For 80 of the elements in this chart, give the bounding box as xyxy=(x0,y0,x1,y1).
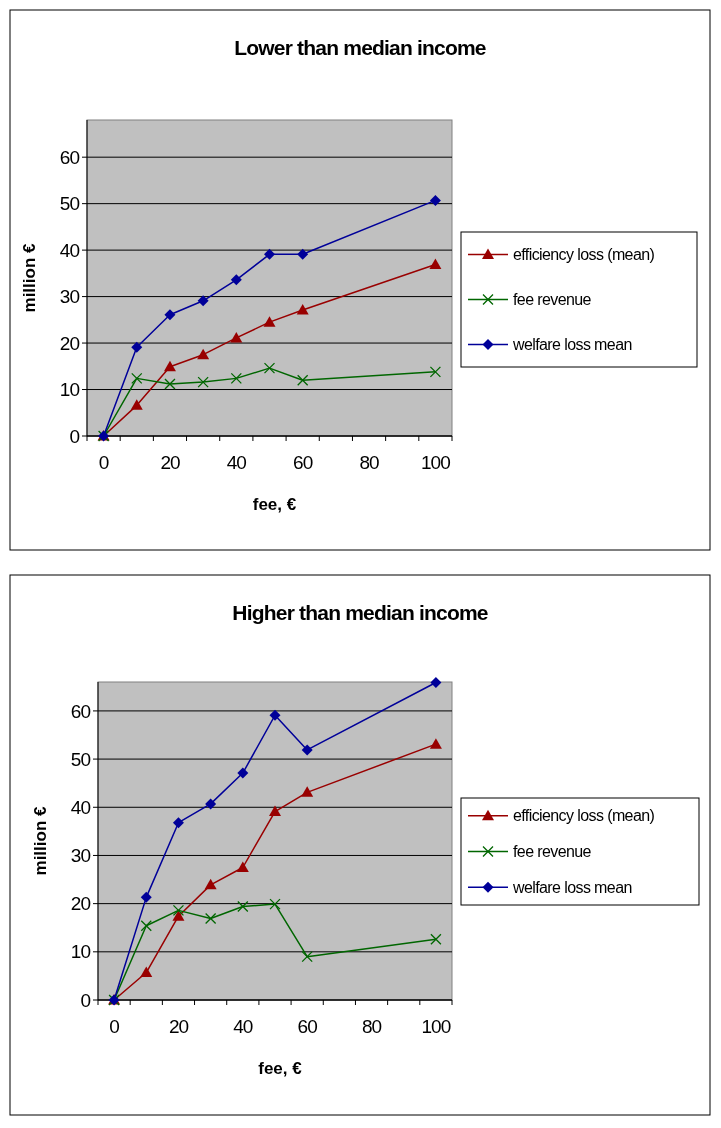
x-tick-label: 60 xyxy=(297,1016,318,1037)
point xyxy=(197,348,210,360)
point xyxy=(269,805,281,817)
x-tick-label: 20 xyxy=(168,1016,189,1037)
point xyxy=(301,744,313,756)
point xyxy=(130,399,143,410)
point xyxy=(230,331,243,343)
y-tick-label: 40 xyxy=(59,239,80,261)
point xyxy=(172,817,184,829)
y-tick-label: 10 xyxy=(70,941,91,963)
point xyxy=(297,248,309,260)
x-tick-label: 40 xyxy=(233,1016,253,1037)
point xyxy=(429,738,442,749)
point xyxy=(131,341,143,353)
point xyxy=(204,878,217,890)
x-tick-label: 60 xyxy=(293,452,313,473)
point xyxy=(301,786,314,797)
point xyxy=(140,966,153,978)
y-tick-label: 10 xyxy=(59,379,80,401)
point xyxy=(163,360,176,372)
x-tick-label: 80 xyxy=(359,452,380,473)
legend-label: efficiency loss (mean) xyxy=(513,807,655,825)
point xyxy=(269,709,281,721)
y-tick-label: 30 xyxy=(70,845,91,867)
point xyxy=(296,304,309,315)
point xyxy=(263,362,276,374)
legend-label: welfare loss mean xyxy=(512,336,632,354)
y-tick-label: 50 xyxy=(59,193,80,215)
legend-label: efficiency loss (mean) xyxy=(513,246,655,264)
point xyxy=(429,258,442,270)
point xyxy=(140,920,152,932)
legend-label: fee revenue xyxy=(513,291,592,309)
point xyxy=(430,933,442,945)
point xyxy=(301,950,313,963)
y-axis-title: million € xyxy=(31,805,50,876)
point xyxy=(297,374,309,386)
y-tick-label: 60 xyxy=(70,700,91,722)
legend-label: fee revenue xyxy=(513,843,592,861)
point xyxy=(204,912,217,925)
x-axis-title: fee, € xyxy=(258,1059,303,1078)
point xyxy=(269,898,281,910)
y-tick-label: 60 xyxy=(59,146,80,168)
point xyxy=(237,900,249,913)
y-tick-label: 40 xyxy=(70,796,91,818)
y-tick-label: 20 xyxy=(59,332,80,354)
point xyxy=(164,378,176,390)
point xyxy=(172,904,185,917)
point xyxy=(429,194,441,206)
y-axis-title: million € xyxy=(20,242,39,313)
x-tick-label: 0 xyxy=(109,1016,120,1037)
x-tick-label: 80 xyxy=(361,1016,382,1037)
point xyxy=(264,248,275,260)
point xyxy=(237,767,249,779)
y-tick-label: 20 xyxy=(70,893,91,915)
point xyxy=(230,274,242,286)
point xyxy=(429,366,442,378)
x-tick-label: 100 xyxy=(421,452,451,473)
point xyxy=(172,910,185,921)
y-tick-label: 30 xyxy=(59,286,80,308)
y-tick-label: 50 xyxy=(70,748,91,770)
y-tick-label: 0 xyxy=(69,425,80,447)
x-tick-label: 0 xyxy=(98,452,109,473)
point xyxy=(131,372,143,385)
point xyxy=(263,316,276,327)
x-tick-label: 100 xyxy=(421,1016,451,1037)
x-tick-label: 40 xyxy=(226,452,247,473)
point xyxy=(430,676,442,688)
point xyxy=(197,376,209,388)
x-axis-title: fee, € xyxy=(252,495,297,514)
point xyxy=(197,295,209,307)
x-tick-label: 20 xyxy=(160,452,180,473)
point xyxy=(140,891,152,903)
legend-label: welfare loss mean xyxy=(512,878,632,896)
y-tick-label: 0 xyxy=(80,989,91,1011)
chart-title: Higher than median income xyxy=(232,601,488,624)
point xyxy=(205,798,217,810)
point xyxy=(230,372,242,385)
point xyxy=(236,861,249,872)
point xyxy=(164,309,176,321)
chart-title: Lower than median income xyxy=(234,36,486,59)
